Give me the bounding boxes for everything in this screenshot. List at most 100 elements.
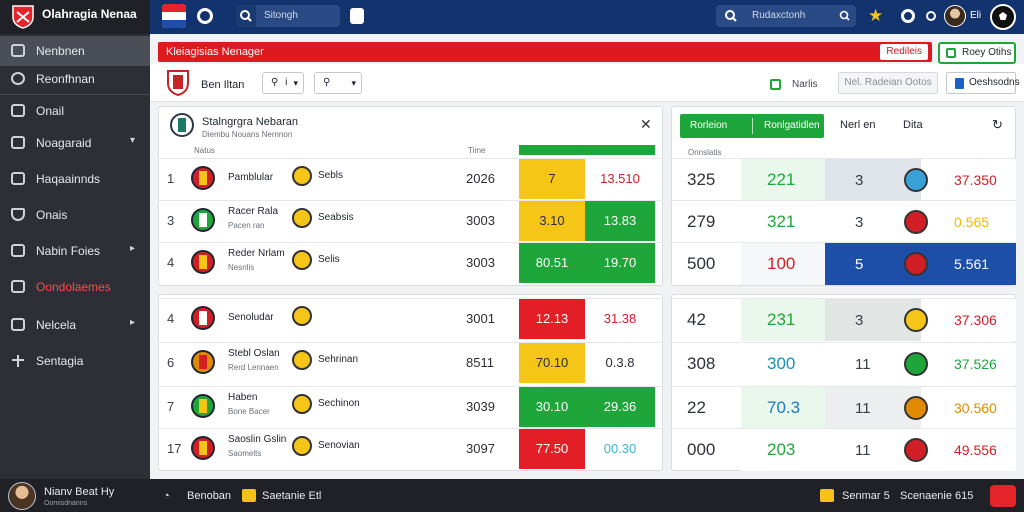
menu-item-icon: [11, 280, 25, 293]
sidebar-item[interactable]: Nabin Foies ▸: [0, 236, 150, 266]
status-icon[interactable]: [197, 8, 213, 24]
menu-item-icon: [11, 208, 25, 221]
odd-home-cell[interactable]: 80.51: [519, 243, 585, 283]
sidebar-item[interactable]: Oondolaemes: [0, 272, 150, 302]
sidebar-item[interactable]: Sentagia: [0, 346, 150, 376]
table-row[interactable]: 325 221 3 37.350: [671, 158, 1016, 201]
stat-value-4: 30.560: [954, 400, 997, 416]
home-team-crest-icon: [191, 436, 215, 460]
sidebar-item[interactable]: Nenbnen: [0, 36, 150, 66]
settings-icon[interactable]: [901, 9, 915, 23]
avatar[interactable]: [8, 482, 36, 510]
odd-home-cell[interactable]: 70.10: [519, 343, 585, 383]
table-row[interactable]: 3 Racer Rala Pacen ran Seabsis 3003 3.10…: [158, 200, 663, 241]
odd-home-cell[interactable]: 30.10: [519, 387, 585, 427]
table-row[interactable]: 42 231 3 37.306: [671, 298, 1016, 341]
brand[interactable]: Olahragia Nenaa: [0, 0, 150, 34]
table-row[interactable]: 1 Pamblular Sebls 2026 7 13.510: [158, 158, 663, 199]
highlight-cell: [921, 343, 1016, 385]
odd-away-cell[interactable]: 00.30: [585, 429, 655, 469]
dashboard-button[interactable]: Oeshsodns: [946, 72, 1020, 94]
checkbox-icon: [946, 48, 956, 58]
stat-value-2: 300: [767, 354, 796, 373]
secondary-button[interactable]: Nel. Radeian Ootos: [838, 72, 938, 94]
team-badge-icon: [904, 210, 928, 234]
odd-home-cell[interactable]: 7: [519, 159, 585, 199]
table-row[interactable]: 17 Saoslin Gslin Saomelts Senovian 3097 …: [158, 428, 663, 469]
bottom-item-4[interactable]: Scenaenie 615: [900, 490, 974, 502]
match-score: 3003: [466, 213, 495, 228]
away-team-crest-icon: [292, 208, 312, 228]
table-row[interactable]: 4 Senoludar 3001 12.13 31.38: [158, 298, 663, 339]
odd-away-cell[interactable]: 0.3.8: [585, 343, 655, 383]
away-team-crest-icon: [292, 166, 312, 186]
tab-ranking[interactable]: Rorleion: [690, 120, 728, 131]
stat-value-3: 11: [855, 400, 871, 417]
odd-away-cell[interactable]: 31.38: [585, 299, 655, 339]
checkbox[interactable]: [770, 79, 781, 90]
row-divider: [158, 242, 663, 243]
home-team-sub: Saomelts: [228, 449, 262, 458]
filter-select[interactable]: ⚲ i ▾: [262, 72, 304, 94]
ready-button[interactable]: Roey Otihs: [938, 42, 1016, 64]
odd-home-cell[interactable]: 77.50: [519, 429, 585, 469]
alert-icon[interactable]: [990, 485, 1016, 507]
odd-home-cell[interactable]: 12.13: [519, 299, 585, 339]
secondary-search-box[interactable]: Rudaxctonh: [716, 5, 856, 27]
match-score: 2026: [466, 171, 495, 186]
top-search-box[interactable]: Sitongh: [236, 5, 340, 27]
bottom-item-1[interactable]: Benoban: [187, 490, 232, 502]
table-row[interactable]: 22 70.3 11 30.560: [671, 386, 1016, 429]
home-team-name: Reder Nrlam: [228, 248, 285, 259]
panel-title: Stalngrgra Nebaran: [202, 116, 299, 128]
flag-icon[interactable]: [162, 4, 186, 28]
stats-tab-group[interactable]: Rorleion Ronlgatidlen: [680, 114, 824, 138]
odd-away-cell[interactable]: 13.83: [585, 201, 655, 241]
refresh-icon[interactable]: ↻: [992, 117, 1003, 132]
table-row[interactable]: 000 203 11 49.556: [671, 428, 1016, 471]
stat-value-1: 325: [687, 170, 716, 189]
bottom-item-3[interactable]: Senmar 5: [842, 490, 890, 502]
top-search-label: Sitongh: [264, 10, 298, 21]
stat-value-1: 308: [687, 354, 716, 373]
avatar[interactable]: [944, 5, 966, 27]
ball-icon[interactable]: [990, 4, 1016, 30]
table-row[interactable]: 500 100 5 5.561: [671, 242, 1016, 285]
close-icon[interactable]: ✕: [640, 116, 652, 132]
menu-item-icon: [11, 104, 25, 117]
search-icon: [236, 5, 256, 27]
sidebar-item[interactable]: Onail: [0, 96, 150, 126]
table-row[interactable]: 6 Stebl Oslan Rerd Lennaen Sehrinan 8511…: [158, 342, 663, 383]
view-select[interactable]: ⚲ ▾: [314, 72, 362, 94]
table-row[interactable]: 279 321 3 0.565: [671, 200, 1016, 243]
bottom-item-2[interactable]: Saetanie Etl: [262, 490, 322, 502]
toolbar-label: Ben Iltan: [201, 79, 245, 91]
odd-home-cell[interactable]: 3.10: [519, 201, 585, 241]
odd-away-cell[interactable]: 13.510: [585, 159, 655, 199]
tab-rating[interactable]: Ronlgatidlen: [764, 120, 820, 131]
favorite-star-icon[interactable]: ★: [868, 6, 884, 25]
club-shield-icon: [12, 5, 34, 29]
folder-icon: [242, 489, 256, 502]
stat-value-2: 70.3: [767, 398, 801, 417]
table-row[interactable]: 4 Reder Nrlam Nesnlis Selis 3003 80.51 1…: [158, 242, 663, 283]
notification-icon[interactable]: [926, 11, 936, 21]
sidebar-item[interactable]: Nelcela ▸: [0, 310, 150, 340]
pin-icon[interactable]: [350, 8, 364, 24]
sidebar-item[interactable]: Noagaraid ▾: [0, 128, 150, 158]
chevron-down-icon: ▾: [293, 78, 298, 88]
sidebar-item[interactable]: Onais: [0, 200, 150, 230]
odd-away-cell[interactable]: 19.70: [585, 243, 655, 283]
alert-bar-button[interactable]: Redileis: [880, 44, 928, 60]
table-row[interactable]: 308 300 11 37.526: [671, 342, 1016, 385]
odd-away-cell[interactable]: 29.36: [585, 387, 655, 427]
sidebar-item[interactable]: Reonfhnan: [0, 64, 150, 94]
sidebar-item[interactable]: Haqaainnds: [0, 164, 150, 194]
team-badge-icon: [904, 438, 928, 462]
highlight-cell: [921, 429, 1016, 471]
home-team-crest-icon: [191, 306, 215, 330]
column-header-odds-bar: [519, 145, 655, 155]
search-icon[interactable]: [838, 9, 852, 23]
table-row[interactable]: 7 Haben Bone Bacer Sechinon 3039 30.10 2…: [158, 386, 663, 427]
document-icon: [955, 78, 964, 89]
